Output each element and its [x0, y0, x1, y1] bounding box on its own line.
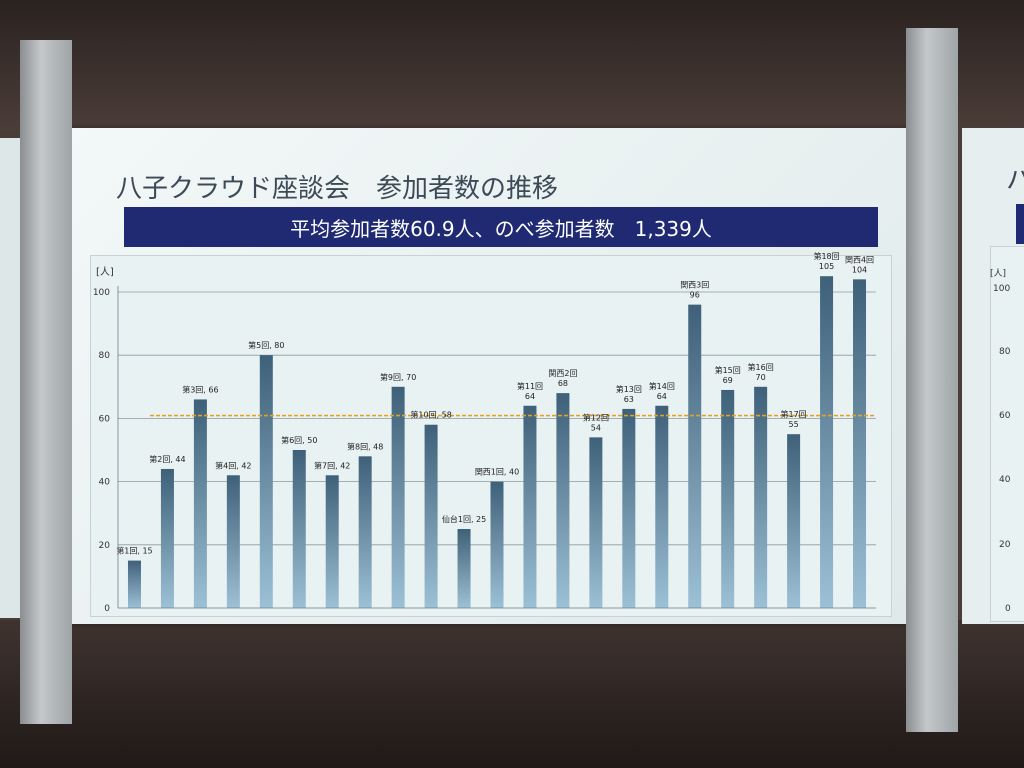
- data-label: 64: [657, 392, 667, 401]
- bar: [424, 424, 438, 608]
- bar: [160, 468, 174, 608]
- y-tick-label: 100: [93, 288, 110, 298]
- data-label: 70: [756, 373, 766, 382]
- data-label: 96: [690, 291, 700, 300]
- bar: [523, 405, 537, 608]
- summary-banner: 平均参加者数60.9人、のべ参加者数 1,339人: [124, 207, 878, 247]
- next-slide-ytick: 60: [999, 411, 1011, 421]
- data-label: 第7回, 42: [314, 460, 350, 470]
- y-tick-label: 0: [104, 604, 110, 614]
- next-slide-ytick: 40: [999, 475, 1011, 485]
- bar: [292, 450, 306, 608]
- slide-title: 八子クラウド座談会 参加者数の推移: [116, 174, 559, 204]
- bar: [688, 304, 702, 608]
- data-label: 仙台1回, 25: [442, 514, 486, 524]
- data-label: 第11回: [517, 381, 543, 391]
- y-tick-label: 60: [99, 414, 111, 424]
- data-label: 第13回: [616, 384, 642, 394]
- bar: [754, 386, 768, 608]
- room-floor: [0, 620, 1024, 768]
- y-tick-label: 20: [99, 541, 111, 551]
- data-label: 69: [723, 376, 733, 385]
- right-pillar: [906, 28, 958, 732]
- data-label: 104: [852, 265, 867, 274]
- room-ceiling: [0, 0, 1024, 130]
- bar: [556, 393, 570, 608]
- data-label: 第2回, 44: [149, 454, 185, 464]
- bar: [820, 276, 834, 608]
- data-label: 第17回: [781, 409, 807, 419]
- bar: [358, 456, 372, 608]
- next-slide-ytick: 20: [999, 540, 1011, 550]
- bar: [655, 405, 669, 608]
- bar: [490, 481, 504, 608]
- data-label: 第18回: [813, 251, 839, 261]
- data-label: 105: [819, 262, 834, 271]
- data-label: 第9回, 70: [380, 372, 416, 382]
- data-label: 関西4回: [845, 255, 874, 264]
- data-label: 第6回, 50: [281, 435, 317, 445]
- y-tick-label: 80: [99, 351, 111, 361]
- bar: [259, 355, 273, 608]
- bar: [127, 560, 141, 608]
- bar: [457, 529, 471, 608]
- left-pillar: [20, 40, 72, 724]
- bar: [853, 279, 867, 608]
- bar: [193, 399, 207, 608]
- bar: [622, 408, 636, 608]
- bar: [721, 389, 735, 608]
- next-slide-ytick: 0: [1005, 604, 1011, 614]
- data-label: 関西1回, 40: [475, 468, 519, 477]
- next-slide-y-unit: [人]: [990, 269, 1007, 279]
- data-label: 第8回, 48: [347, 441, 383, 451]
- y-tick-label: 40: [99, 478, 111, 488]
- data-label: 第10回, 58: [410, 410, 451, 420]
- next-slide-ytick: 100: [993, 284, 1011, 294]
- summary-banner-text: 平均参加者数60.9人、のべ参加者数 1,339人: [290, 216, 712, 241]
- data-label: 第3回, 66: [182, 384, 218, 394]
- bar: [787, 434, 801, 608]
- data-label: 第5回, 80: [248, 340, 284, 350]
- data-label: 63: [624, 395, 634, 404]
- y-axis-unit-label: [人]: [96, 266, 114, 278]
- bar: [589, 437, 603, 608]
- bar: [325, 475, 339, 608]
- data-label: 第1回, 15: [116, 546, 152, 556]
- previous-slide-edge: [0, 138, 22, 618]
- data-label: 第15回: [715, 365, 741, 375]
- data-label: 第12回: [583, 412, 609, 422]
- next-slide-ytick: 80: [999, 347, 1011, 357]
- next-slide-title-fragment: ハ: [1006, 166, 1024, 196]
- data-label: 第4回, 42: [215, 460, 251, 470]
- data-label: 第16回: [748, 362, 774, 372]
- bar: [391, 386, 405, 608]
- data-label: 第14回: [649, 381, 675, 391]
- bar: [226, 475, 240, 608]
- data-label: 64: [525, 392, 535, 401]
- data-label: 55: [789, 420, 799, 429]
- next-slide-banner-edge: [1016, 204, 1024, 244]
- data-label: 68: [558, 379, 568, 388]
- next-slide-plot-edge: [990, 246, 1024, 622]
- data-label: 関西2回: [548, 369, 577, 378]
- data-label: 関西3回: [680, 281, 709, 290]
- data-label: 54: [591, 423, 601, 432]
